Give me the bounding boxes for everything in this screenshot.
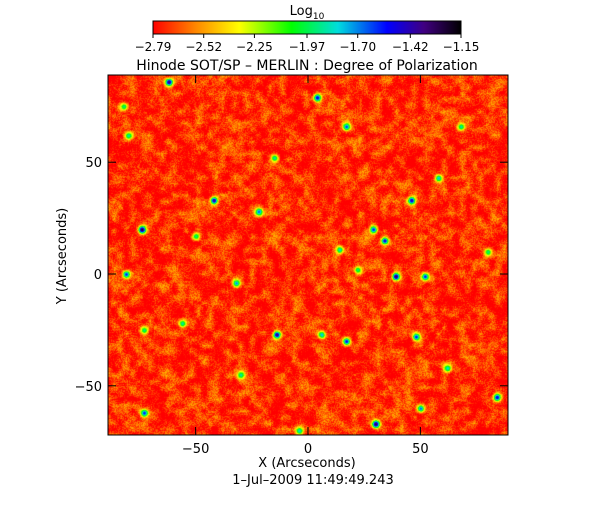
- colorbar-tick-label: −2.52: [185, 40, 222, 54]
- colorbar-tick-label: −1.15: [443, 40, 480, 54]
- colorbar-tick-label: −2.25: [236, 40, 273, 54]
- colorbar-gradient: [152, 20, 462, 35]
- y-tick-label: 0: [94, 268, 102, 283]
- colorbar-title-subscript: 10: [313, 12, 325, 22]
- colorbar: Log10 −2.79 −2.52 −2.25 −1.97 −1.70 −1.42 −1.1…: [135, 4, 480, 54]
- colorbar-ticks: −2.79 −2.52 −2.25 −1.97 −1.70 −1.42 −1.15: [135, 34, 480, 54]
- y-tick-label: 50: [85, 156, 102, 171]
- heatmap-image: [108, 75, 508, 435]
- x-tick-label: 0: [304, 442, 312, 457]
- plot-area: −50 0 50 −50 0 50: [75, 74, 509, 457]
- x-tick-label: 50: [412, 442, 429, 457]
- timestamp: 1–Jul–2009 11:49:49.243: [232, 473, 394, 488]
- x-axis-ticks: −50 0 50: [182, 75, 429, 457]
- colorbar-tick-label: −2.79: [135, 40, 172, 54]
- x-axis-label: X (Arcseconds): [258, 456, 355, 471]
- chart-title: Hinode SOT/SP – MERLIN : Degree of Polar…: [136, 58, 478, 74]
- colorbar-tick-label: −1.97: [289, 40, 326, 54]
- y-axis-ticks: −50 0 50: [75, 156, 508, 395]
- colorbar-title-base: Log: [290, 4, 313, 19]
- y-tick-label: −50: [75, 380, 102, 395]
- colorbar-tick-label: −1.70: [339, 40, 376, 54]
- colorbar-tick-label: −1.42: [392, 40, 429, 54]
- y-axis-label: Y (Arcseconds): [55, 208, 70, 305]
- colorbar-title: Log10: [290, 4, 325, 22]
- x-tick-label: −50: [182, 442, 209, 457]
